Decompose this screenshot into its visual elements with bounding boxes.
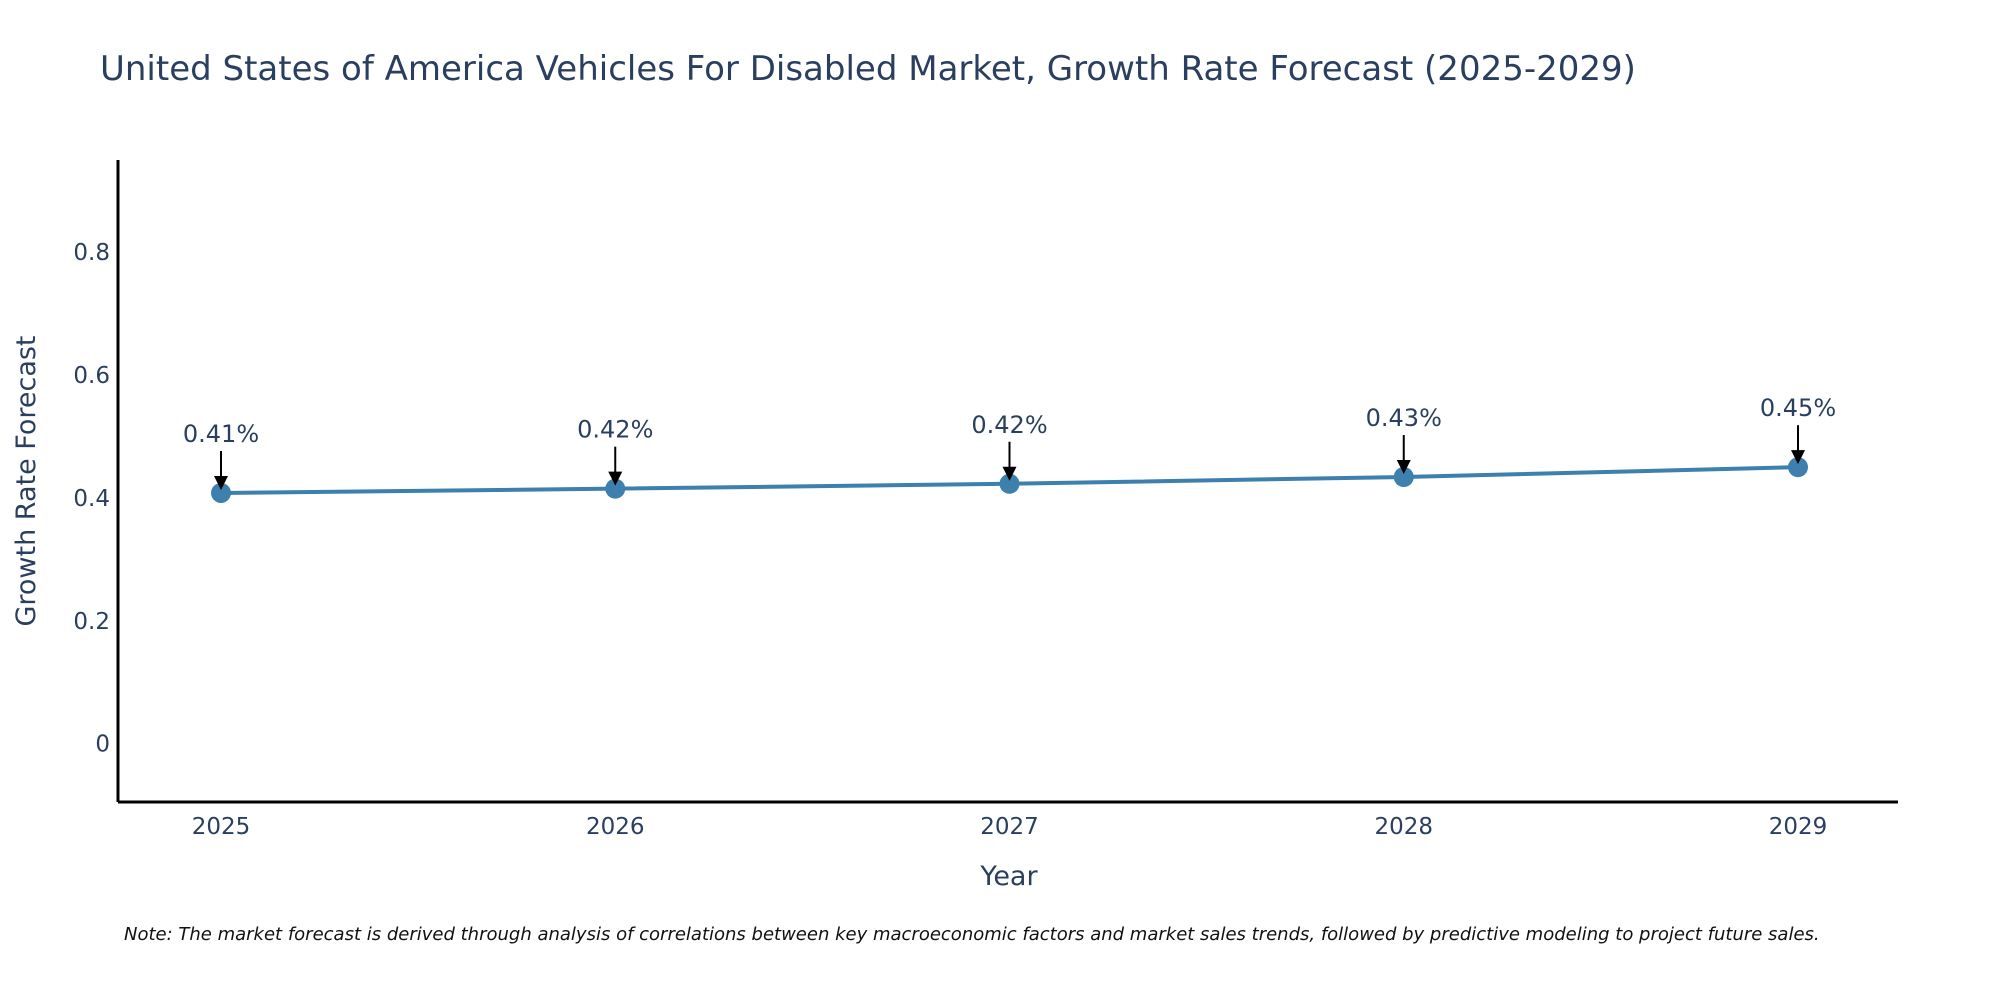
data-label: 0.45%	[1760, 394, 1836, 422]
data-point	[1393, 467, 1414, 488]
x-tick-label: 2027	[980, 814, 1039, 840]
x-tick-label: 2029	[1769, 814, 1828, 840]
data-label: 0.43%	[1366, 404, 1442, 432]
annotation-arrow-head	[214, 475, 228, 490]
x-tick-labels: 2025 2026 2027 2028 2029	[192, 814, 1828, 840]
data-label: 0.42%	[577, 416, 653, 444]
annotation-layer: 0.41% 0.42% 0.42% 0.43% 0.45%	[183, 394, 1836, 490]
y-tick-labels: 0 0.2 0.4 0.6 0.8	[73, 240, 110, 757]
annotation-arrow-head	[608, 471, 623, 486]
data-point	[1788, 457, 1808, 478]
data-point	[605, 478, 626, 499]
chart-title: United States of America Vehicles For Di…	[100, 49, 1636, 89]
x-axis-title: Year	[979, 861, 1038, 892]
y-tick-label: 0.4	[73, 486, 110, 512]
y-tick-label: 0.8	[73, 240, 110, 266]
x-tick-label: 2028	[1374, 814, 1433, 840]
data-label: 0.41%	[183, 420, 259, 448]
series-layer	[211, 457, 1808, 503]
annotation-arrow-head	[1002, 466, 1017, 481]
data-point	[211, 482, 231, 503]
y-tick-label: 0.6	[73, 363, 110, 389]
y-tick-label: 0	[95, 732, 110, 758]
data-point	[999, 473, 1020, 494]
footnote: Note: The market forecast is derived thr…	[124, 924, 1820, 945]
x-tick-label: 2025	[192, 814, 251, 840]
annotation-arrow-head	[1791, 450, 1805, 465]
annotation-arrow-head	[1396, 460, 1411, 475]
data-label: 0.42%	[971, 411, 1047, 439]
x-tick-label: 2026	[586, 814, 645, 840]
y-axis-title: Growth Rate Forecast	[11, 335, 42, 626]
y-tick-label: 0.2	[73, 609, 110, 635]
